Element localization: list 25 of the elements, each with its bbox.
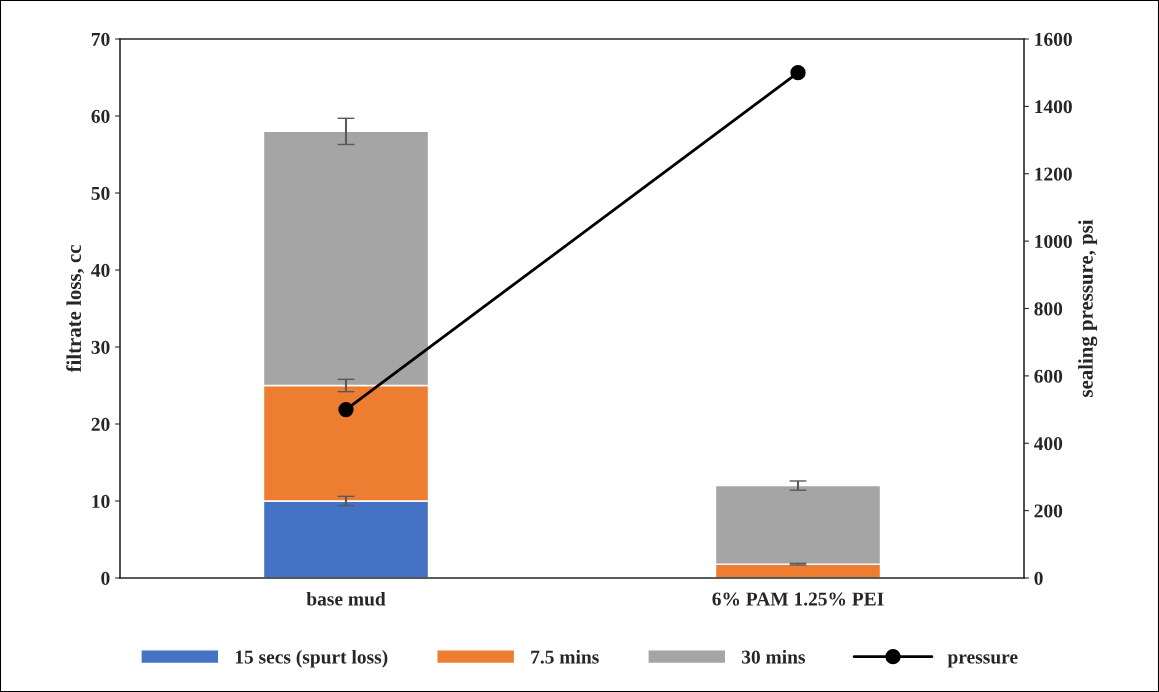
y-tick-label: 30 <box>91 340 110 354</box>
y2-axis-title: sealing pressure, psi <box>1078 219 1098 397</box>
y-tick-label: 70 <box>91 32 110 46</box>
y-tick-label: 40 <box>91 263 110 277</box>
y-tick-label: 0 <box>101 571 110 585</box>
y2-tick-label: 1400 <box>1035 100 1072 114</box>
x-tick-label: base mud <box>306 591 386 606</box>
y2-tick-label: 1600 <box>1035 32 1072 46</box>
legend-label: 15 secs (spurt loss) <box>235 649 388 668</box>
y2-tick-label: 800 <box>1034 302 1063 316</box>
y-axis-title: filtrate loss, cc <box>66 245 85 373</box>
y2-tick-label: 200 <box>1034 504 1063 518</box>
y2-tick-label: 1200 <box>1035 167 1072 181</box>
x-tick-label: 6% PAM 1.25% PEI <box>712 592 884 606</box>
legend-label: pressure <box>947 654 1018 668</box>
y2-tick-label: 600 <box>1034 369 1063 383</box>
y-tick-label: 10 <box>92 494 110 508</box>
legend-label: 7.5 mins <box>531 649 599 664</box>
legend-label: 30 mins <box>741 649 806 664</box>
y-tick-label: 50 <box>91 186 110 200</box>
y2-tick-label: 1000 <box>1035 234 1072 249</box>
y2-tick-label: 400 <box>1033 437 1063 451</box>
y2-tick-label: 0 <box>1034 571 1043 585</box>
y-tick-label: 60 <box>91 109 110 123</box>
y-tick-label: 20 <box>91 417 110 431</box>
